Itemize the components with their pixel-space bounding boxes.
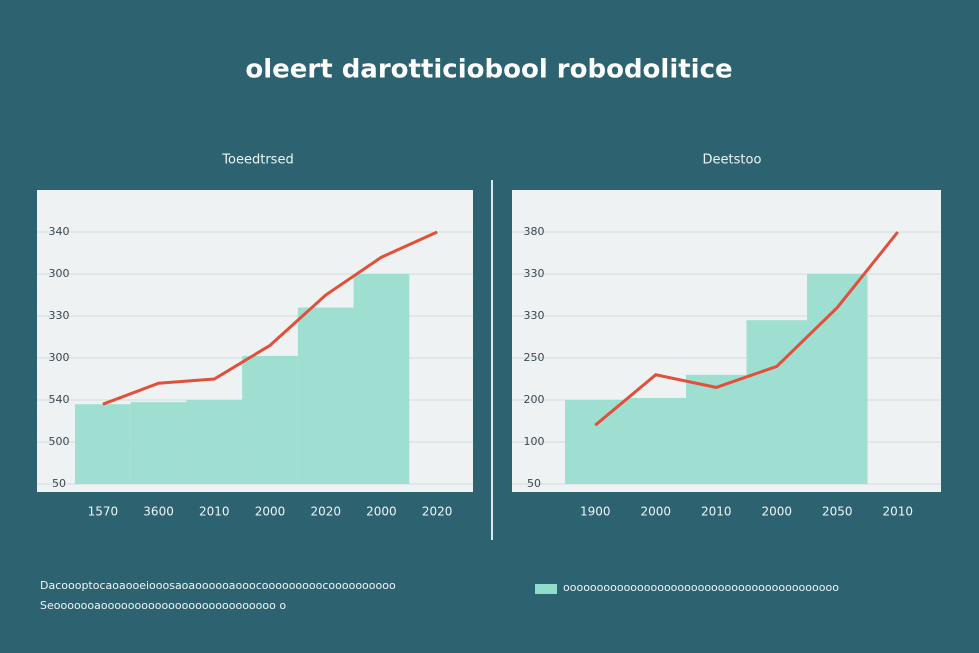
bar <box>565 400 626 484</box>
bar <box>353 274 410 484</box>
line <box>102 230 438 406</box>
x-tick-label: 3600 <box>143 505 174 519</box>
y-tick-label: 330 <box>49 309 70 322</box>
line <box>594 231 899 427</box>
y-tick-label: 50 <box>52 477 66 490</box>
chart-subtitle: Toeedtrsed <box>221 153 293 168</box>
x-tick-label: 2020 <box>310 505 341 519</box>
footnote: Dacoooptocaoaooeiooosaoaoooooaooocoooooo… <box>40 579 396 592</box>
bar <box>242 355 298 484</box>
footnote: Seooooooaoooooooooooooooooooooooooo o <box>40 599 286 612</box>
x-tick-label: 2010 <box>701 505 732 519</box>
bar <box>297 307 354 484</box>
x-tick-label: 2050 <box>822 505 853 519</box>
y-tick-label: 540 <box>49 393 70 406</box>
y-tick-label: 300 <box>49 351 70 364</box>
bar <box>186 400 243 484</box>
y-tick-label: 500 <box>49 435 70 448</box>
y-tick-label: 330 <box>524 309 545 322</box>
x-tick-label: 2010 <box>199 505 230 519</box>
bar <box>75 404 131 484</box>
x-tick-label: 2020 <box>422 505 453 519</box>
y-tick-label: 380 <box>524 225 545 238</box>
legend-label: oooooooooooooooooooooooooooooooooooooooo… <box>563 581 839 594</box>
y-tick-label: 330 <box>524 267 545 280</box>
bar <box>686 374 747 484</box>
bar <box>625 397 686 484</box>
x-tick-label: 2000 <box>255 505 286 519</box>
x-tick-label: 2000 <box>640 505 671 519</box>
x-tick-label: 2010 <box>882 505 913 519</box>
x-tick-label: 2000 <box>366 505 397 519</box>
chart-subtitle: Deetstoo <box>703 153 762 168</box>
y-tick-label: 250 <box>524 351 545 364</box>
x-tick-label: 2000 <box>761 505 792 519</box>
y-tick-label: 100 <box>524 435 545 448</box>
bar <box>130 402 187 484</box>
y-tick-label: 50 <box>527 477 541 490</box>
y-tick-label: 300 <box>49 267 70 280</box>
x-tick-label: 1900 <box>580 505 611 519</box>
page-title: oleert darotticiobool robodolitice <box>245 55 732 85</box>
y-tick-label: 340 <box>49 225 70 238</box>
y-tick-label: 200 <box>524 393 545 406</box>
legend-swatch <box>535 584 557 594</box>
x-tick-label: 1570 <box>88 505 119 519</box>
